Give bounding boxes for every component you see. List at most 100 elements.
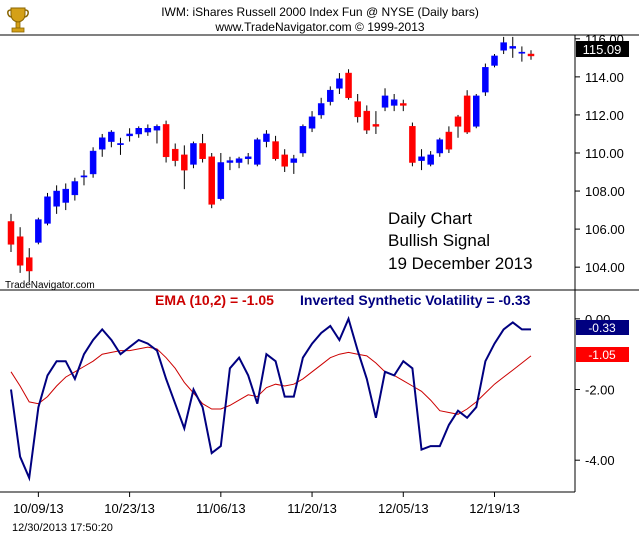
price-y-tick-label: 108.00 <box>585 184 625 199</box>
candle-body <box>317 103 325 116</box>
candle-body <box>235 158 243 163</box>
candle-body <box>400 103 407 106</box>
candle-body <box>473 95 480 127</box>
price-y-tick-label: 104.00 <box>585 260 625 275</box>
ema-last-label: -1.05 <box>588 348 616 362</box>
timestamp: 12/30/2013 17:50:20 <box>12 522 113 534</box>
price-y-axis: 104.00106.00108.00110.00112.00114.00116.… <box>575 32 625 275</box>
candle-body <box>244 156 252 159</box>
annotation-line-2: Bullish Signal <box>388 231 490 250</box>
candle-body <box>491 55 498 66</box>
isv-legend: Inverted Synthetic Volatility = -0.33 <box>300 292 531 308</box>
candle <box>518 46 526 62</box>
candle-body <box>98 137 106 150</box>
candle <box>345 69 352 100</box>
candle <box>98 133 106 157</box>
candle-body <box>35 219 42 243</box>
candle <box>89 147 97 178</box>
candle-body <box>290 158 298 163</box>
candle <box>336 73 343 94</box>
x-tick-label: 12/05/13 <box>378 501 429 516</box>
candle <box>454 114 462 138</box>
candle <box>62 183 69 211</box>
candle <box>53 185 60 214</box>
candle-body <box>445 131 453 150</box>
watermark: TradeNavigator.com <box>5 280 95 291</box>
candle-body <box>272 141 279 159</box>
candle-body <box>509 46 517 49</box>
candle-body <box>327 89 334 102</box>
candle-body <box>363 110 371 131</box>
candle <box>363 105 371 134</box>
candle <box>71 177 79 201</box>
candle <box>16 227 24 273</box>
candle-body <box>190 143 197 165</box>
candle <box>491 54 498 68</box>
candle <box>190 141 197 169</box>
candle <box>80 170 88 186</box>
price-y-tick-label: 106.00 <box>585 222 625 237</box>
candle-body <box>482 67 489 93</box>
candle-body <box>25 257 33 272</box>
copyright-text: www.TradeNavigator.com © 1999-2013 <box>214 20 424 34</box>
candle <box>108 130 115 148</box>
candle <box>44 192 51 226</box>
candle-body <box>53 190 60 207</box>
candle-body <box>354 101 361 118</box>
candle <box>463 90 471 134</box>
candle <box>500 36 507 55</box>
annotation-line-1: Daily Chart <box>388 209 472 228</box>
candle-body <box>299 126 307 154</box>
candle <box>7 213 15 252</box>
ema-line <box>10 346 532 415</box>
candle <box>509 36 517 58</box>
candle <box>445 126 453 153</box>
candle <box>299 124 307 157</box>
candle <box>473 93 480 129</box>
x-tick-label: 11/20/13 <box>287 501 337 516</box>
candle-body <box>418 156 425 161</box>
candle-body <box>500 42 507 51</box>
candle <box>482 63 489 96</box>
candle <box>208 152 215 209</box>
price-y-tick-label: 112.00 <box>585 108 624 123</box>
candle-body <box>135 127 142 135</box>
candle-body <box>217 162 225 199</box>
candle-body <box>263 133 270 142</box>
isv-last-badge: -0.33 <box>576 320 629 335</box>
candle <box>308 111 316 133</box>
price-y-tick-label: 110.00 <box>585 146 624 161</box>
candle-body <box>62 188 69 203</box>
candle <box>409 122 416 167</box>
candle <box>272 135 279 161</box>
candle-body <box>171 148 179 161</box>
candlestick-series <box>7 36 535 283</box>
candle <box>390 93 398 112</box>
candle <box>117 137 124 155</box>
indicator-y-tick-label: -4.00 <box>585 453 615 468</box>
candle <box>171 143 179 167</box>
x-tick-label: 11/06/13 <box>196 501 246 516</box>
candle <box>199 133 206 163</box>
candle-body <box>208 156 215 205</box>
candle <box>400 99 407 112</box>
candle-body <box>281 154 288 167</box>
indicator-y-tick-label: -2.00 <box>585 383 615 398</box>
candle-body <box>527 53 535 57</box>
candle-body <box>336 78 343 89</box>
candle-body <box>436 139 444 154</box>
indicator-panel: EMA (10,2) = -1.05 Inverted Synthetic Vo… <box>10 292 629 482</box>
candle-body <box>89 150 97 175</box>
chart-title: IWM: iShares Russell 2000 Index Fun @ NY… <box>161 5 479 19</box>
candle-body <box>126 133 133 137</box>
candle <box>290 154 298 174</box>
price-panel: 104.00106.00108.00110.00112.00114.00116.… <box>0 32 639 492</box>
candle <box>436 137 444 157</box>
candle <box>254 137 261 167</box>
candle <box>226 156 234 171</box>
candle-body <box>308 116 316 129</box>
price-y-tick-label: 114.00 <box>585 70 624 85</box>
candle-body <box>7 221 15 245</box>
